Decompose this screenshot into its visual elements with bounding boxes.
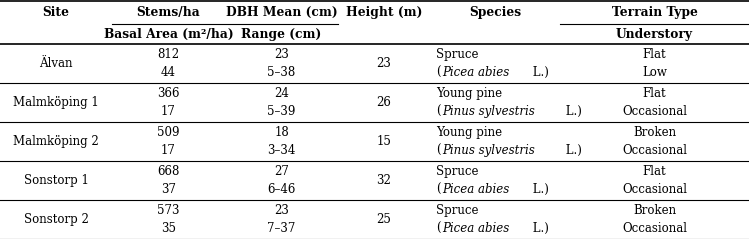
Text: 26: 26 (377, 96, 392, 109)
Text: Young pine: Young pine (436, 87, 502, 100)
Text: Occasional: Occasional (622, 222, 687, 235)
Text: 18: 18 (274, 126, 289, 139)
Text: Flat: Flat (643, 48, 667, 61)
Text: 44: 44 (161, 66, 176, 79)
Text: L.): L.) (562, 144, 581, 157)
Text: Malmköping 1: Malmköping 1 (13, 96, 99, 109)
Text: 7–37: 7–37 (267, 222, 296, 235)
Text: (: ( (436, 144, 440, 157)
Text: (: ( (436, 183, 440, 196)
Text: Height (m): Height (m) (346, 5, 422, 18)
Text: Occasional: Occasional (622, 183, 687, 196)
Text: 37: 37 (161, 183, 176, 196)
Text: 668: 668 (157, 165, 180, 178)
Text: 5–39: 5–39 (267, 105, 296, 118)
Text: L.): L.) (529, 183, 548, 196)
Text: Spruce: Spruce (436, 165, 479, 178)
Text: Malmköping 2: Malmköping 2 (13, 135, 99, 148)
Text: Sonstorp 2: Sonstorp 2 (23, 213, 88, 226)
Text: Flat: Flat (643, 165, 667, 178)
Text: Picea abies: Picea abies (442, 66, 509, 79)
Text: 573: 573 (157, 204, 180, 217)
Text: 23: 23 (274, 48, 289, 61)
Text: Understory: Understory (616, 27, 693, 40)
Text: Spruce: Spruce (436, 204, 479, 217)
Text: Range (cm): Range (cm) (241, 27, 321, 40)
Text: Picea abies: Picea abies (442, 222, 509, 235)
Text: 17: 17 (161, 105, 176, 118)
Text: Spruce: Spruce (436, 48, 479, 61)
Text: Älvan: Älvan (39, 57, 73, 70)
Text: Stems/ha: Stems/ha (136, 5, 201, 18)
Text: 23: 23 (274, 204, 289, 217)
Text: Flat: Flat (643, 87, 667, 100)
Text: 25: 25 (377, 213, 392, 226)
Text: 3–34: 3–34 (267, 144, 296, 157)
Text: Pinus sylvestris: Pinus sylvestris (442, 144, 535, 157)
Text: Pinus sylvestris: Pinus sylvestris (442, 105, 535, 118)
Text: Sonstorp 1: Sonstorp 1 (23, 174, 88, 187)
Text: 366: 366 (157, 87, 180, 100)
Text: 23: 23 (377, 57, 392, 70)
Text: 32: 32 (377, 174, 392, 187)
Text: Terrain Type: Terrain Type (612, 5, 697, 18)
Text: Occasional: Occasional (622, 105, 687, 118)
Text: 35: 35 (161, 222, 176, 235)
Text: 812: 812 (157, 48, 180, 61)
Text: Broken: Broken (633, 204, 676, 217)
Text: Young pine: Young pine (436, 126, 502, 139)
Text: L.): L.) (562, 105, 581, 118)
Text: Species: Species (469, 5, 521, 18)
Text: Broken: Broken (633, 126, 676, 139)
Text: Basal Area (m²/ha): Basal Area (m²/ha) (103, 27, 233, 40)
Text: 15: 15 (377, 135, 392, 148)
Text: Picea abies: Picea abies (442, 183, 509, 196)
Text: Occasional: Occasional (622, 144, 687, 157)
Text: L.): L.) (529, 66, 548, 79)
Text: L.): L.) (529, 222, 548, 235)
Text: (: ( (436, 222, 440, 235)
Text: 17: 17 (161, 144, 176, 157)
Text: DBH Mean (cm): DBH Mean (cm) (225, 5, 337, 18)
Text: 509: 509 (157, 126, 180, 139)
Text: (: ( (436, 66, 440, 79)
Text: Site: Site (43, 5, 70, 18)
Text: Low: Low (642, 66, 667, 79)
Text: 27: 27 (274, 165, 289, 178)
Text: (: ( (436, 105, 440, 118)
Text: 6–46: 6–46 (267, 183, 296, 196)
Text: 24: 24 (274, 87, 289, 100)
Text: 5–38: 5–38 (267, 66, 296, 79)
